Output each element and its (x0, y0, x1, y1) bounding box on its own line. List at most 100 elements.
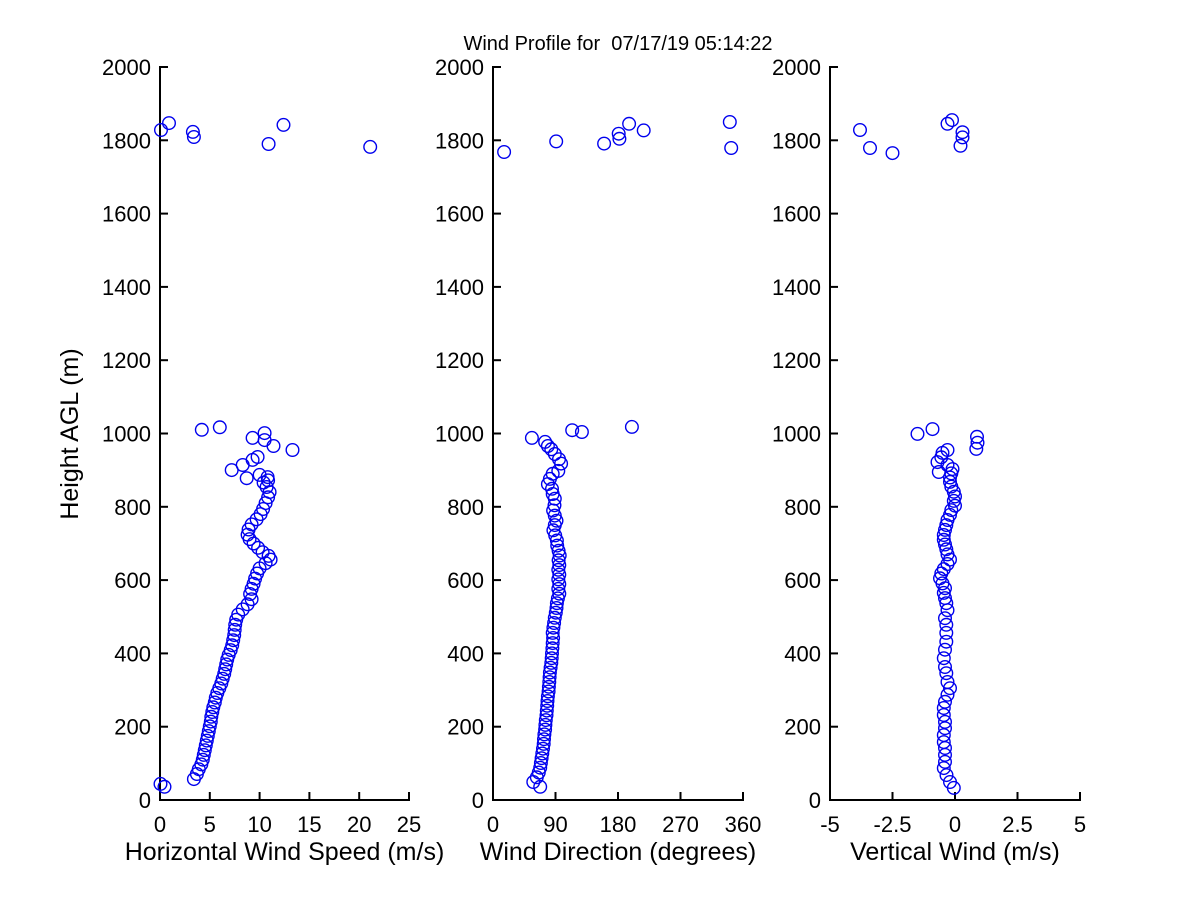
scatter-point (939, 634, 954, 649)
scatter-point (153, 122, 168, 137)
panel-wind-direction: 0 90 180 270 360 0 200 400 600 800 1000 1200 1400 160… (435, 55, 761, 866)
scatter-point (910, 426, 925, 441)
y-tick-label: 800 (447, 495, 484, 520)
scatter-point (533, 779, 548, 794)
y-tick-label: 1400 (102, 275, 151, 300)
scatter-point (938, 611, 953, 626)
y-tick-label: 2000 (772, 55, 821, 80)
scatter-point (246, 576, 261, 591)
x-tick-label: 25 (397, 812, 421, 837)
x-axis-label: Wind Direction (degrees) (480, 838, 757, 866)
y-tick-label: 600 (114, 568, 151, 593)
scatter-point (552, 558, 567, 573)
scatter-point (250, 450, 265, 465)
scatter-point (547, 616, 562, 631)
scatter-point (552, 586, 567, 601)
y-tick-label: 1200 (435, 348, 484, 373)
scatter-point (157, 779, 172, 794)
scatter-point (945, 113, 960, 128)
scatter-point (235, 602, 250, 617)
chart-title: Wind Profile for 07/17/19 05:14:22 (463, 33, 773, 55)
scatter-point (549, 596, 564, 611)
scatter-point (938, 754, 953, 769)
scatter-point (612, 131, 627, 146)
scatter-point (198, 738, 213, 753)
y-tick-label: 200 (447, 715, 484, 740)
y-tick-label: 1400 (772, 275, 821, 300)
scatter-point (551, 562, 566, 577)
scatter-point (244, 517, 259, 532)
scatter-point (541, 679, 556, 694)
scatter-point (938, 714, 953, 729)
scatter-point (936, 651, 951, 666)
scatter-point (636, 123, 651, 138)
scatter-point (551, 572, 566, 587)
scatter-point (970, 429, 985, 444)
scatter-point (939, 518, 954, 533)
y-tick-label: 1000 (772, 422, 821, 447)
scatter-point (544, 655, 559, 670)
scatter-point (186, 129, 201, 144)
y-tick-label: 400 (784, 641, 821, 666)
scatter-point (542, 675, 557, 690)
scatter-point (545, 481, 560, 496)
scatter-point (538, 722, 553, 737)
scatter-point (231, 607, 246, 622)
scatter-point (552, 577, 567, 592)
scatter-point (235, 458, 250, 473)
scatter-point (551, 581, 566, 596)
scatter-point (535, 746, 550, 761)
scatter-point (552, 567, 567, 582)
scatter-point (565, 423, 580, 438)
scatter-point (212, 420, 227, 435)
scatter-point (207, 695, 222, 710)
y-tick-label: 800 (784, 495, 821, 520)
scatter-point (970, 435, 985, 450)
scatter-point (276, 117, 291, 132)
scatter-point (611, 126, 626, 141)
scatter-point (240, 597, 255, 612)
y-tick-label: 600 (447, 568, 484, 593)
scatter-point (245, 430, 260, 445)
scatter-point (552, 452, 567, 467)
scatter-point (538, 717, 553, 732)
scatter-point (863, 140, 878, 155)
y-tick-label: 1600 (435, 202, 484, 227)
scatter-point (938, 591, 953, 606)
scatter-point (938, 721, 953, 736)
x-tick-label: -5 (820, 812, 840, 837)
scatter-point (936, 761, 951, 776)
scatter-point (533, 760, 548, 775)
scatter-point (204, 709, 219, 724)
scatter-point (943, 775, 958, 790)
scatter-point (251, 540, 266, 555)
scatter-point (936, 735, 951, 750)
scatter-point (552, 548, 567, 563)
scatter-point (544, 651, 559, 666)
scatter-point (199, 733, 214, 748)
scatter-point (936, 728, 951, 743)
y-axis-label: Height AGL (m) (56, 348, 84, 519)
scatter-point (227, 628, 242, 643)
scatter-point (540, 694, 555, 709)
scatter-point (547, 610, 562, 625)
scatter-point (953, 138, 968, 153)
scatter-point (226, 633, 241, 648)
scatter-point (239, 471, 254, 486)
scatter-point (540, 689, 555, 704)
scatter-point (219, 657, 234, 672)
scatter-point (538, 434, 553, 449)
scatter-point (201, 724, 216, 739)
x-tick-label: 0 (949, 812, 961, 837)
scatter-point (622, 116, 637, 131)
scatter-point (724, 140, 739, 155)
scatter-point (202, 719, 217, 734)
scatter-point (939, 625, 954, 640)
scatter-point (550, 538, 565, 553)
x-tick-label: 0 (154, 812, 166, 837)
scatter-point (261, 490, 276, 505)
scatter-point (551, 553, 566, 568)
x-tick-label: 5 (1074, 812, 1086, 837)
scatter-point (217, 666, 232, 681)
